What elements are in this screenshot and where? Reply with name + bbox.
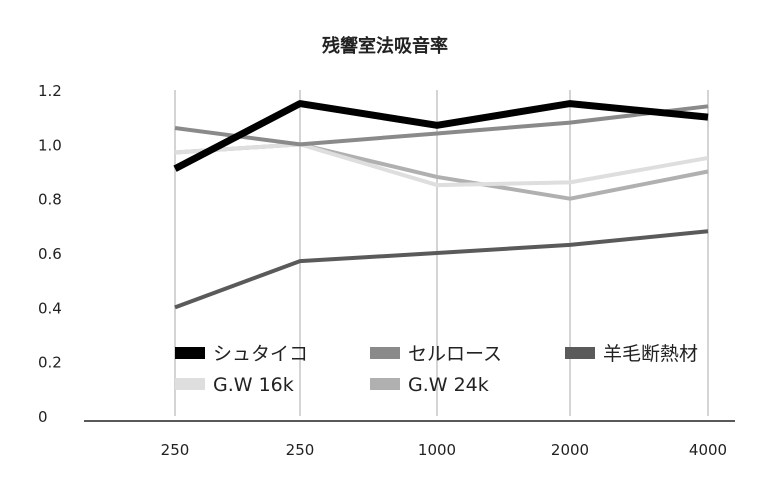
x-tick-label: 1000 bbox=[418, 441, 456, 459]
y-tick-label: 1.0 bbox=[38, 136, 62, 154]
y-tick-label: 0.6 bbox=[38, 245, 62, 263]
chart-title: 残響室法吸音率 bbox=[322, 35, 448, 57]
legend-swatch bbox=[175, 378, 205, 390]
x-tick-label: 2000 bbox=[551, 441, 589, 459]
legend-label: G.W 24k bbox=[408, 374, 489, 396]
series-line-3 bbox=[174, 142, 709, 188]
legend-swatch bbox=[370, 347, 400, 359]
series-line-2 bbox=[174, 229, 709, 310]
x-tick-label: 250 bbox=[161, 441, 190, 459]
legend-item: セルロース bbox=[370, 343, 502, 365]
y-tick-label: 0.2 bbox=[38, 354, 62, 372]
x-tick-label: 250 bbox=[286, 441, 315, 459]
y-tick-label: 0 bbox=[38, 408, 48, 426]
y-tick-label: 1.2 bbox=[38, 82, 62, 100]
legend-label: シュタイコ bbox=[213, 343, 308, 365]
series-line-0 bbox=[173, 100, 709, 172]
series-line-1 bbox=[174, 104, 709, 147]
legend-item: G.W 16k bbox=[175, 374, 294, 396]
legend-item: G.W 24k bbox=[370, 374, 489, 396]
legend-label: 羊毛断熱材 bbox=[603, 343, 698, 365]
legend-item: シュタイコ bbox=[175, 343, 308, 365]
x-tick-label: 4000 bbox=[689, 441, 727, 459]
legend-swatch bbox=[370, 378, 400, 390]
y-tick-label: 0.8 bbox=[38, 191, 62, 209]
legend-swatch bbox=[175, 347, 205, 359]
legend-label: G.W 16k bbox=[213, 374, 294, 396]
legend-label: セルロース bbox=[408, 343, 502, 365]
legend-item: 羊毛断熱材 bbox=[565, 343, 698, 365]
legend-swatch bbox=[565, 347, 595, 359]
y-tick-label: 0.4 bbox=[38, 299, 62, 317]
